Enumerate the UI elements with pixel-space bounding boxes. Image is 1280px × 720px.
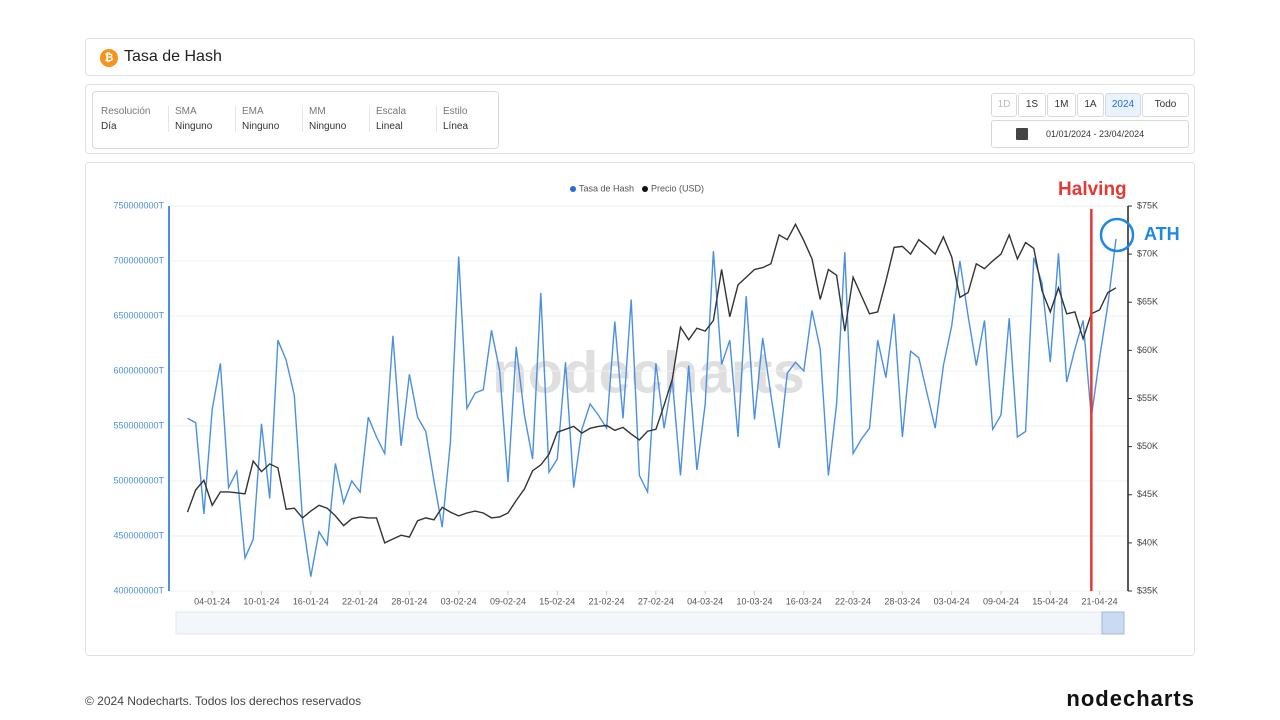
- y-tick-label: 450000000T: [113, 530, 164, 540]
- series-line: [187, 238, 1117, 577]
- x-tick-label: 21-04-24: [1082, 596, 1118, 606]
- brand-logo: nodecharts: [1066, 686, 1195, 711]
- y-tick-label: 550000000T: [113, 420, 164, 430]
- legend-swatch: [642, 186, 648, 192]
- x-tick-label: 15-02-24: [539, 596, 575, 606]
- y-tick-label: 650000000T: [113, 310, 164, 320]
- x-tick-label: 22-01-24: [342, 596, 378, 606]
- y-tick-label: 600000000T: [113, 365, 164, 375]
- y2-tick-label: $65K: [1137, 297, 1158, 307]
- halving-label: Halving: [1058, 179, 1127, 200]
- navigator-handle: [1101, 611, 1125, 635]
- x-tick-label: 28-01-24: [391, 596, 427, 606]
- x-tick-label: 03-04-24: [934, 596, 970, 606]
- chart-card: nodecharts 400000000T 450000000T 500000000T…: [85, 162, 1195, 656]
- series-line: [186, 222, 1117, 544]
- option-value: Línea: [443, 121, 469, 132]
- x-tick-label: 21-02-24: [589, 596, 625, 606]
- copyright: © 2024 Nodecharts. Todos los derechos re…: [85, 694, 362, 708]
- y2-tick-label: $35K: [1137, 585, 1158, 595]
- watermark: nodecharts: [492, 340, 805, 405]
- option[interactable]: MM Ninguno: [302, 106, 346, 132]
- option[interactable]: Estilo Línea: [436, 106, 468, 132]
- date-range-text: 01/01/2024 - 23/04/2024: [1046, 129, 1145, 139]
- option-value: Ninguno: [175, 121, 213, 132]
- controls-card: Resolución Día SMA Ninguno EMA Ninguno MM Ningu…: [85, 84, 1195, 154]
- options-box: Resolución Día SMA Ninguno EMA Ninguno MM Ningu…: [92, 91, 499, 149]
- x-tick-label: 09-04-24: [983, 596, 1019, 606]
- option-label: Escala: [376, 106, 407, 117]
- option-label: Resolución: [101, 106, 151, 117]
- bitcoin-icon: ₿: [100, 49, 118, 67]
- option[interactable]: Resolución Día: [101, 106, 150, 132]
- option-value: Ninguno: [242, 121, 280, 132]
- x-tick-label: 22-03-24: [835, 596, 871, 606]
- range-button[interactable]: 2024: [1105, 93, 1141, 117]
- x-tick-label: 16-01-24: [293, 596, 329, 606]
- option-label: MM: [309, 106, 326, 117]
- y2-tick-label: $70K: [1137, 249, 1158, 259]
- ath-circle: [1099, 217, 1135, 253]
- option-value: Lineal: [376, 121, 403, 132]
- range-button[interactable]: 1D: [991, 93, 1017, 117]
- option-value: Día: [101, 121, 117, 132]
- date-range[interactable]: 01/01/2024 - 23/04/2024: [991, 120, 1189, 148]
- x-tick-label: 15-04-24: [1032, 596, 1068, 606]
- x-tick-label: 27-02-24: [638, 596, 674, 606]
- option-value: Ninguno: [309, 121, 347, 132]
- range-button[interactable]: 1M: [1047, 93, 1076, 117]
- x-tick-label: 10-03-24: [736, 596, 772, 606]
- x-tick-label: 03-02-24: [441, 596, 477, 606]
- option[interactable]: Escala Lineal: [369, 106, 406, 132]
- y2-tick-label: $40K: [1137, 537, 1158, 547]
- option[interactable]: EMA Ninguno: [235, 106, 279, 132]
- x-tick-label: 09-02-24: [490, 596, 526, 606]
- header-card: ₿ Tasa de Hash: [85, 38, 1195, 76]
- y2-tick-label: $60K: [1137, 345, 1158, 355]
- legend-label: Tasa de Hash: [579, 183, 634, 193]
- x-tick-label: 04-03-24: [687, 596, 723, 606]
- legend-swatch: [570, 186, 576, 192]
- option-label: EMA: [242, 106, 264, 117]
- range-button[interactable]: 1A: [1077, 93, 1104, 117]
- ath-label: ATH: [1144, 224, 1180, 244]
- x-tick-label: 10-01-24: [243, 596, 279, 606]
- range-button[interactable]: Todo: [1142, 93, 1189, 117]
- option-label: SMA: [175, 106, 197, 117]
- y2-tick-label: $55K: [1137, 393, 1158, 403]
- x-tick-label: 28-03-24: [884, 596, 920, 606]
- navigator: [175, 611, 1125, 635]
- option[interactable]: SMA Ninguno: [168, 106, 212, 132]
- chart: nodecharts 400000000T 450000000T 500000000T…: [113, 179, 1180, 635]
- y2-tick-label: $50K: [1137, 441, 1158, 451]
- y-tick-label: 750000000T: [113, 200, 164, 210]
- option-label: Estilo: [443, 106, 468, 117]
- range-button[interactable]: 1S: [1018, 93, 1046, 117]
- legend-label: Precio (USD): [651, 183, 704, 193]
- calendar-icon: [1016, 128, 1028, 140]
- x-tick-label: 04-01-24: [194, 596, 230, 606]
- y-tick-label: 500000000T: [113, 475, 164, 485]
- y2-tick-label: $75K: [1137, 200, 1158, 210]
- x-tick-label: 16-03-24: [786, 596, 822, 606]
- y2-tick-label: $45K: [1137, 489, 1158, 499]
- y-tick-label: 400000000T: [113, 585, 164, 595]
- page-title: Tasa de Hash: [124, 48, 222, 65]
- y-tick-label: 700000000T: [113, 255, 164, 265]
